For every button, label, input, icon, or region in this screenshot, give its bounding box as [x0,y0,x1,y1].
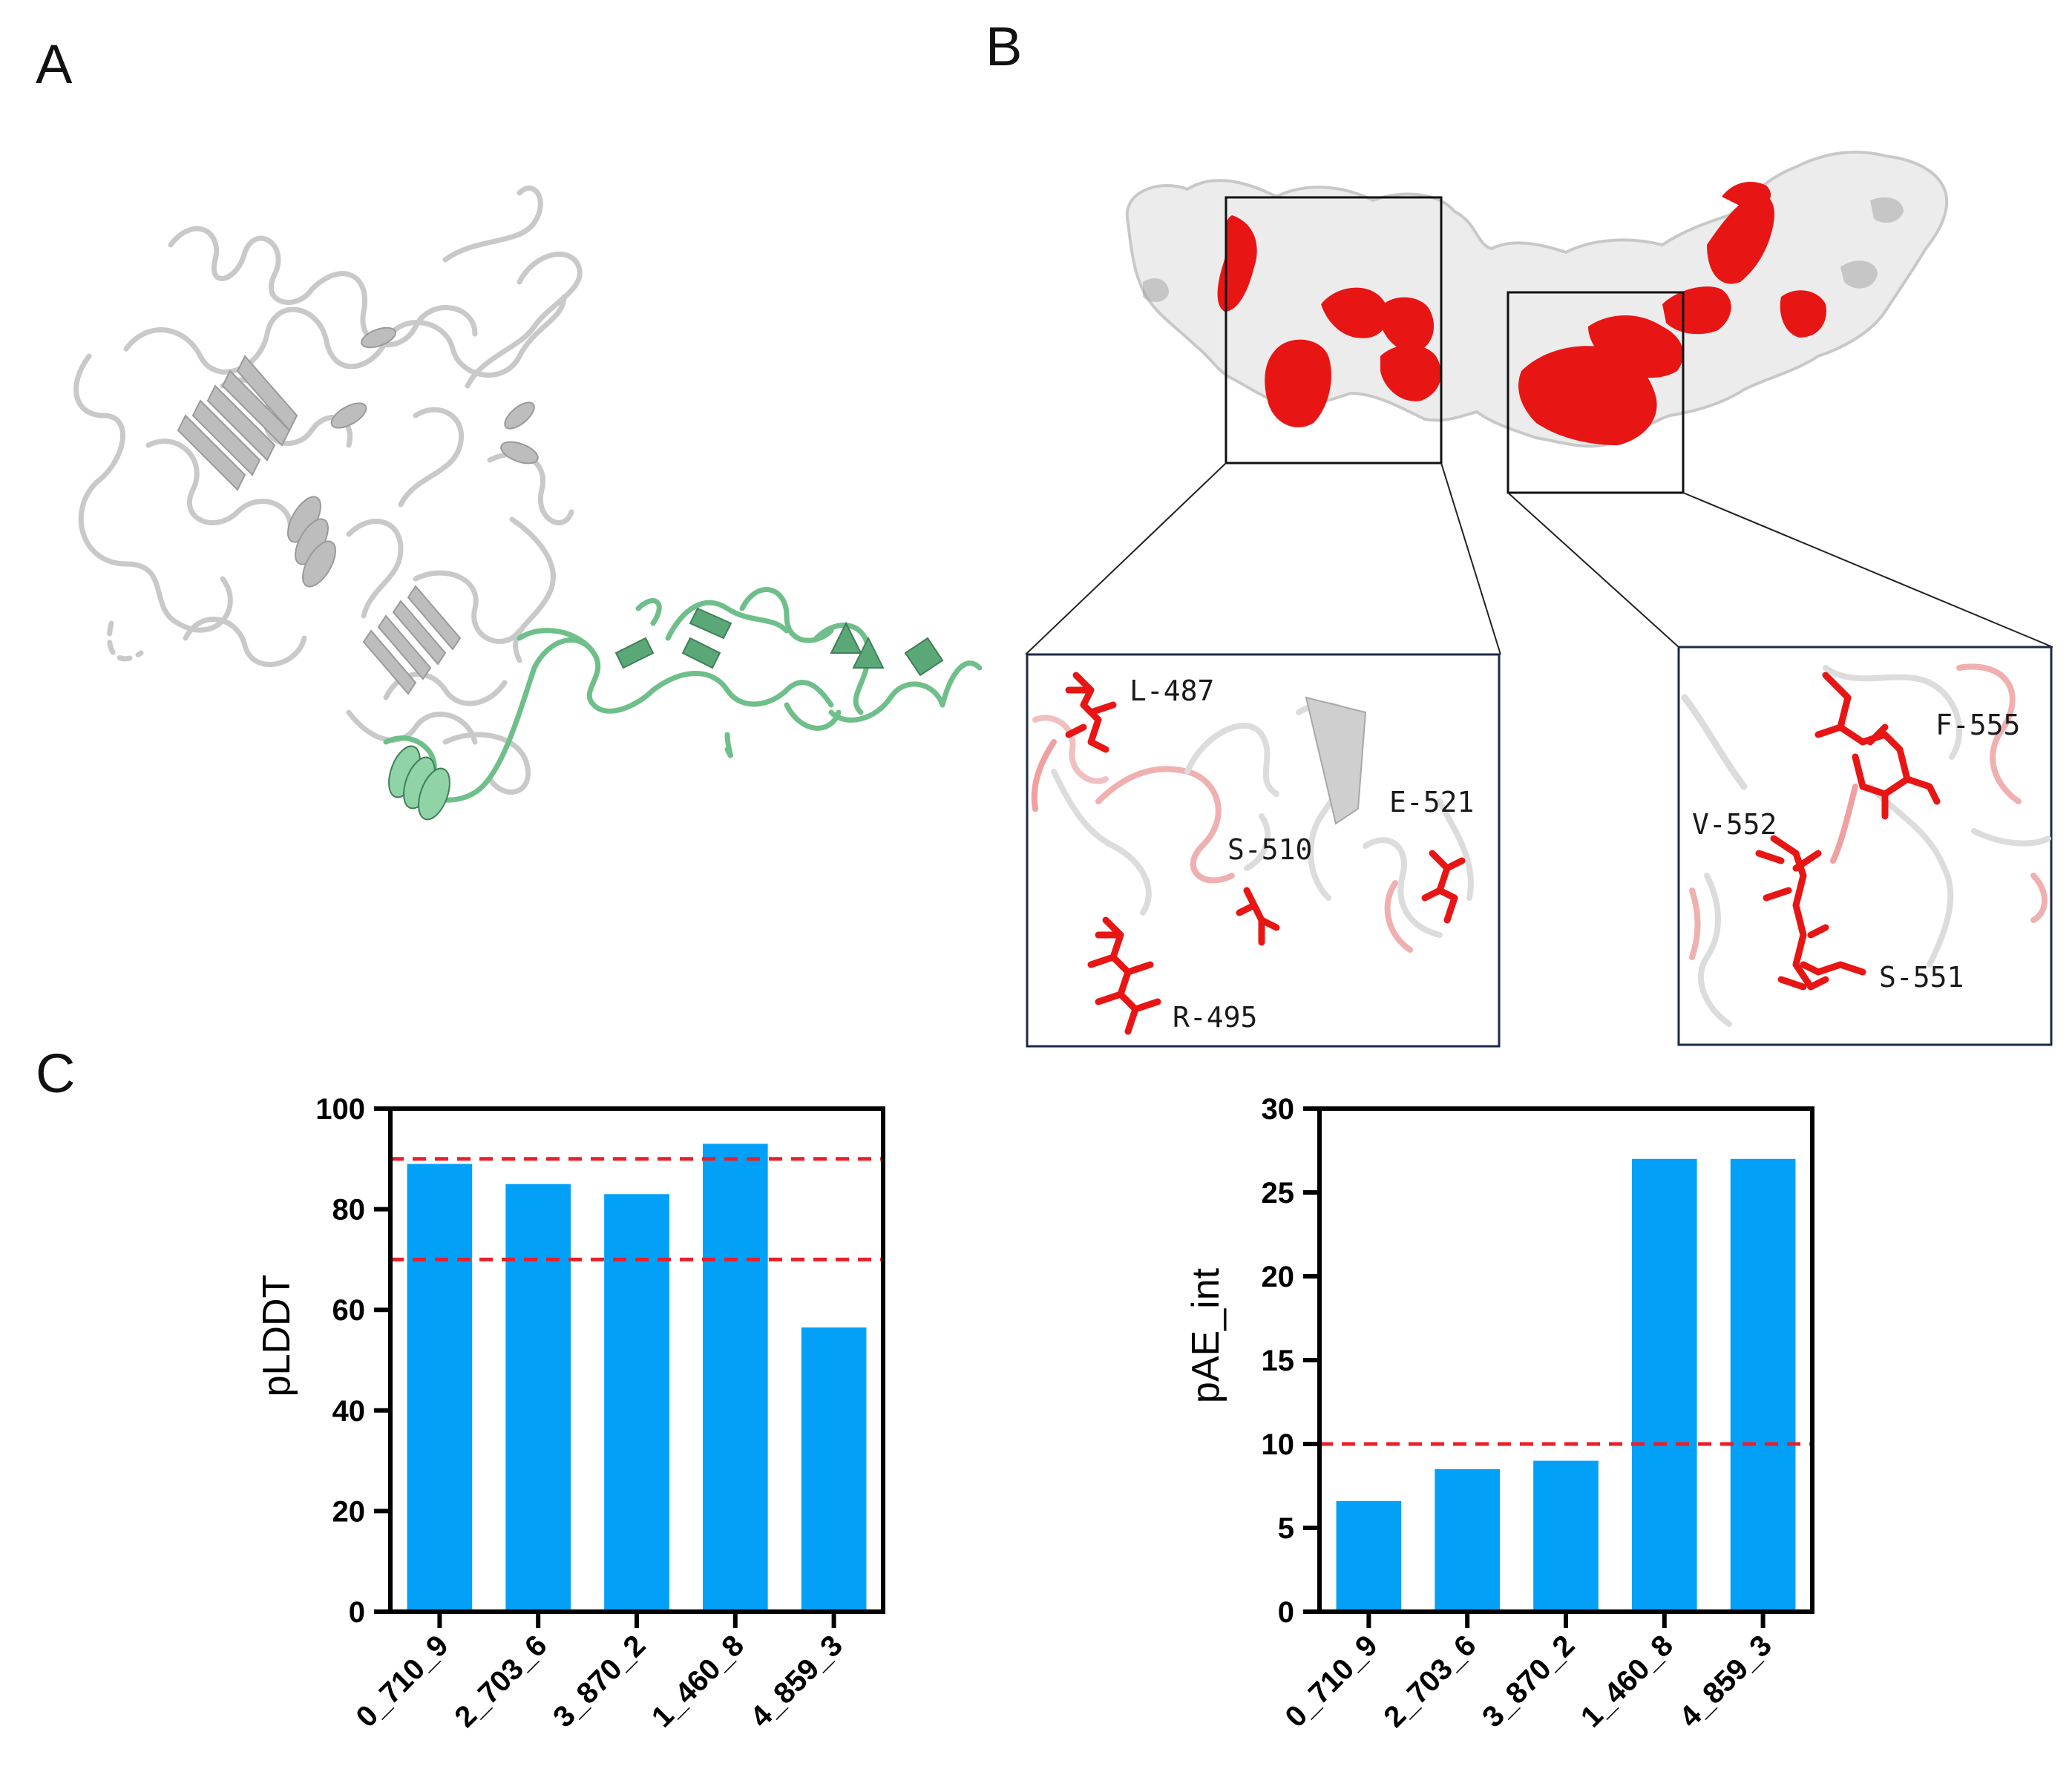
residue-label-r495: R-495 [1173,1001,1257,1034]
inset-right-frame [1677,646,2053,1046]
plddt-x-tick-label-0_710_9: 0_710_9 [350,1629,455,1733]
panel-label-a: A [36,33,73,95]
pae-int-x-tick-label-3_870_2: 3_870_2 [1476,1629,1581,1733]
inset-left-sticks [1065,672,1466,1035]
residue-label-l487: L-487 [1130,675,1214,707]
plddt-y-tick-label: 60 [332,1294,366,1327]
residue-label-v552: V-552 [1692,808,1777,841]
zoom-box-right [1507,291,1685,494]
plddt-bar-3_870_2 [604,1194,669,1612]
pae-int-y-tick-label: 0 [1278,1596,1294,1629]
pae-int-bar-4_859_3 [1730,1158,1796,1612]
plddt-x-tick-label-1_460_8: 1_460_8 [646,1629,750,1733]
plddt-y-tick-label: 40 [332,1395,366,1428]
pae-int-y-tick-label: 5 [1278,1512,1294,1545]
plddt-chart: 0 20 40 60 80 100 0_710_92_703_63_870_21_460_8… [255,1093,885,1733]
pae-int-y-tick-label: 25 [1262,1177,1295,1210]
plddt-y-tick-label: 100 [315,1093,365,1126]
pae-int-x-tick-label-2_703_6: 2_703_6 [1377,1629,1482,1733]
pae-int-y-tick-label: 10 [1262,1428,1295,1461]
surface-hotspots [1217,182,1826,445]
plddt-bar-4_859_3 [801,1327,867,1612]
plddt-y-tick-label: 80 [332,1194,366,1227]
plddt-y-axis-title: pLDDT [255,1275,298,1397]
residue-label-s510: S-510 [1227,833,1312,866]
inset-right-backbone [1681,663,2051,1027]
pae-int-x-tick-label-1_460_8: 1_460_8 [1575,1629,1679,1733]
surface-shading [1143,197,1904,302]
plddt-bar-0_710_9 [407,1164,473,1612]
panel-label-b: B [986,16,1022,77]
protein-structure-a [73,186,983,821]
residue-label-s551: S-551 [1879,961,1964,994]
plddt-y-tick-label: 0 [349,1596,365,1629]
zoom-box-left [1224,196,1443,465]
inset-left-sheet [1305,696,1367,825]
residue-label-f555: F-555 [1935,709,2020,741]
pae-int-bar-3_870_2 [1533,1460,1599,1612]
plddt-x-tick-label-2_703_6: 2_703_6 [448,1629,553,1733]
receptor-sheets [177,326,539,695]
residue-label-e521: E-521 [1389,786,1474,818]
surface-structure [1125,151,1949,448]
binder-sheets [388,607,944,821]
pae-int-x-tick-label-4_859_3: 4_859_3 [1673,1629,1778,1733]
pae-int-y-tick-label: 15 [1262,1345,1295,1377]
pae-int-bar-1_460_8 [1631,1158,1697,1612]
pae-int-x-tick-label-0_710_9: 0_710_9 [1279,1629,1384,1733]
plddt-x-tick-label-3_870_2: 3_870_2 [547,1629,652,1733]
pae-int-bar-2_703_6 [1435,1468,1501,1612]
pae-int-y-tick-label: 30 [1262,1093,1295,1126]
zoom-connectors [1025,462,2053,655]
plddt-y-tick-label: 20 [332,1495,366,1528]
pae-int-bar-0_710_9 [1336,1500,1402,1612]
plddt-bar-2_703_6 [505,1184,571,1612]
binder-cartoon [383,587,983,803]
panel-label-c: C [36,1043,75,1104]
inset-right-sticks [1755,672,1941,991]
pae-int-chart-marks: 0 5 10 15 20 25 30 0_710_92_703_63_870_21_460_8… [1262,1093,1814,1733]
inset-right: F-555 V-552 S-551 [1677,646,2053,1046]
plddt-chart-marks: 0 20 40 60 80 100 0_710_92_703_63_870_21_460_8… [315,1093,885,1733]
plddt-x-tick-label-4_859_3: 4_859_3 [744,1629,849,1733]
pae-int-y-axis-title: pAE_int [1184,1267,1227,1403]
receptor-cartoon [73,186,583,795]
pae-int-chart: 0 5 10 15 20 25 30 0_710_92_703_63_870_21_460_8… [1184,1093,1814,1733]
pae-int-y-tick-label: 20 [1262,1261,1295,1293]
plddt-bar-1_460_8 [702,1143,768,1612]
inset-left: L-487 S-510 E-521 R-495 [1026,653,1501,1048]
